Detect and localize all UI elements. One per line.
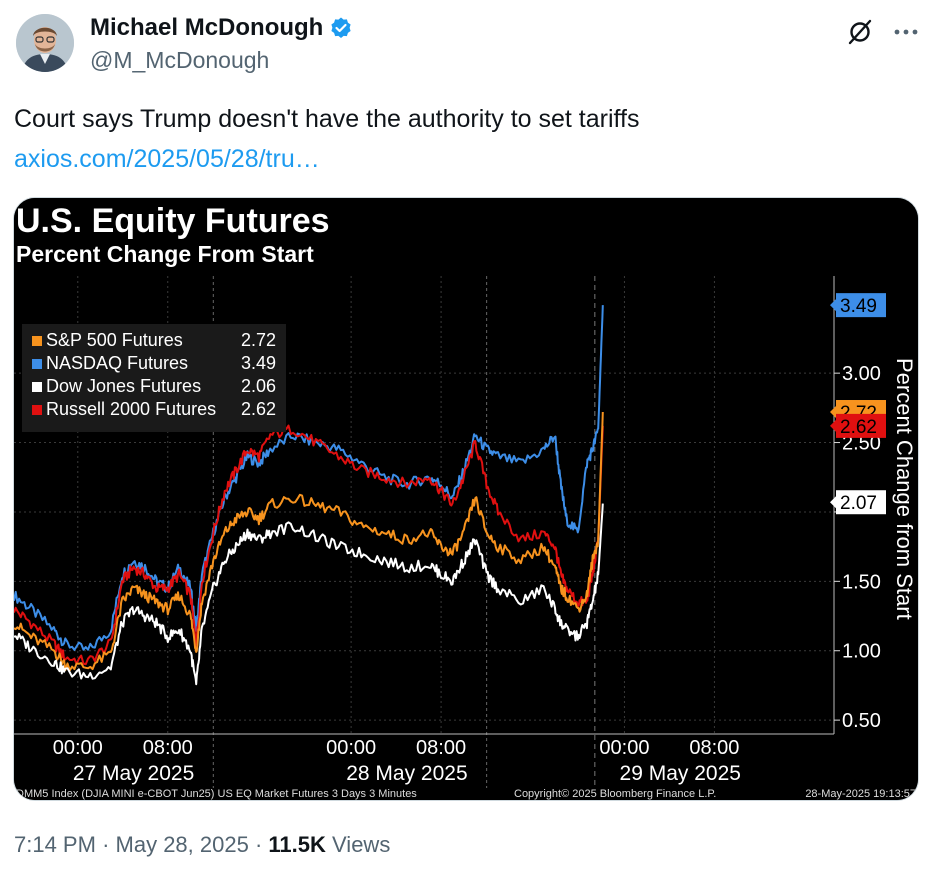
tweet-media-chart[interactable]: 0.50 1.00 1.50 2.50 3.00 3.49 2.72 2.62 2.07 Perc… <box>13 197 919 801</box>
chart-subtitle: Percent Change From Start <box>16 241 314 267</box>
author-handle[interactable]: @M_McDonough <box>90 47 270 73</box>
chart-background <box>14 198 918 800</box>
author-name-row[interactable]: Michael McDonough <box>90 14 353 42</box>
legend-label: S&P 500 Futures <box>46 330 183 350</box>
x-tick-label: 00:00 <box>53 737 103 759</box>
last-value-tag <box>836 490 886 515</box>
x-tick-label: 08:00 <box>143 737 193 759</box>
chart-footer-timestamp: 28-May-2025 19:13:57 <box>805 788 916 800</box>
legend-value: 2.62 <box>241 399 276 419</box>
series-line-dow-jones-futures <box>14 503 604 686</box>
y-tick-label: 3.00 <box>842 363 881 385</box>
legend-label: NASDAQ Futures <box>46 353 188 373</box>
x-day-label: 28 May 2025 <box>346 762 467 785</box>
views-count: 11.5K <box>268 832 326 857</box>
y-tick-label: 0.50 <box>842 710 881 732</box>
x-tick-label: 08:00 <box>416 737 466 759</box>
series-line-russell-2000-futures <box>14 424 604 666</box>
legend-value: 2.06 <box>241 376 276 396</box>
tweet-date[interactable]: May 28, 2025 <box>115 832 249 857</box>
chart-title: U.S. Equity Futures <box>16 202 330 240</box>
grok-icon[interactable] <box>846 18 874 46</box>
avatar[interactable] <box>16 14 74 72</box>
author-name[interactable]: Michael McDonough <box>90 14 324 41</box>
tweet-text: Court says Trump doesn't have the author… <box>14 105 640 133</box>
last-value-tag <box>836 293 886 318</box>
last-value-tag-label: 2.62 <box>840 417 877 438</box>
x-tick-label: 08:00 <box>689 737 739 759</box>
last-value-tag-label: 3.49 <box>840 296 877 317</box>
last-value-tag-pointer <box>830 419 836 432</box>
last-value-tag-pointer <box>830 406 836 419</box>
last-value-tag-label: 2.07 <box>840 493 877 514</box>
meta-separator: · <box>102 832 110 857</box>
legend-swatch <box>32 405 42 415</box>
last-value-tag-pointer <box>830 496 836 509</box>
x-tick-label: 00:00 <box>326 737 376 759</box>
y-tick-label: 1.50 <box>842 571 881 593</box>
last-value-tag <box>836 413 886 438</box>
tweet-meta: 7:14 PM · May 28, 2025 · 11.5K Views <box>14 832 390 858</box>
equity-futures-chart: 0.50 1.00 1.50 2.50 3.00 3.49 2.72 2.62 2.07 Perc… <box>14 198 918 800</box>
views-label: Views <box>332 832 391 857</box>
series-line-nasdaq-futures <box>14 305 604 651</box>
x-day-label: 29 May 2025 <box>620 762 741 785</box>
x-day-label: 27 May 2025 <box>73 762 194 785</box>
more-icon[interactable] <box>888 18 924 46</box>
legend-value: 2.72 <box>241 330 276 350</box>
tweet-link[interactable]: axios.com/2025/05/28/tru… <box>14 145 320 173</box>
tweet-time[interactable]: 7:14 PM <box>14 832 96 857</box>
legend-swatch <box>32 336 42 346</box>
y-axis-label: Percent Change from Start <box>892 358 917 620</box>
legend-value: 3.49 <box>241 353 276 373</box>
last-value-tag-pointer <box>830 299 836 312</box>
legend-swatch <box>32 359 42 369</box>
y-tick-label: 1.00 <box>842 641 881 663</box>
series-line-s-p-500-futures <box>14 411 604 672</box>
legend-swatch <box>32 382 42 392</box>
legend-label: Dow Jones Futures <box>46 376 201 396</box>
legend-label: Russell 2000 Futures <box>46 399 216 419</box>
y-tick-label: 2.50 <box>842 433 881 455</box>
verified-badge-icon <box>331 17 351 38</box>
chart-footer-copyright: Copyright© 2025 Bloomberg Finance L.P. <box>514 788 716 800</box>
x-tick-label: 00:00 <box>599 737 649 759</box>
legend-box <box>22 324 286 432</box>
chart-footer-source: DMM5 Index (DJIA MINI e-CBOT Jun25) US E… <box>16 788 417 800</box>
meta-separator: · <box>254 832 263 857</box>
